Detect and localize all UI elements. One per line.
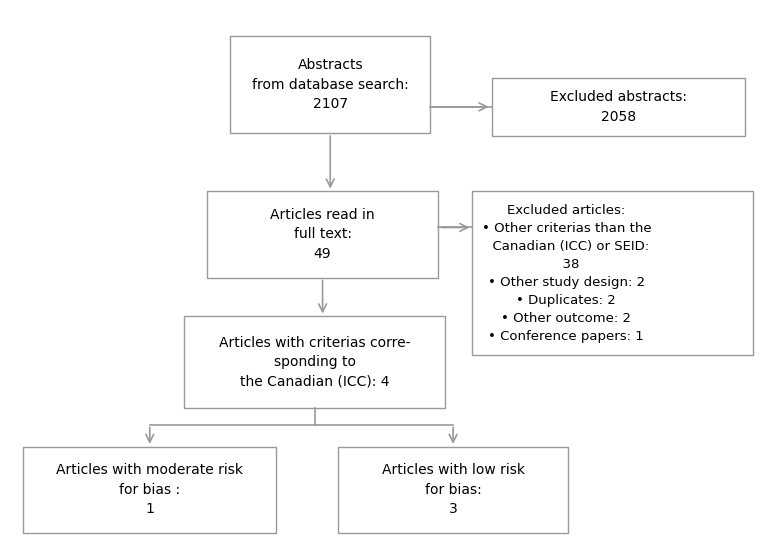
Text: Excluded abstracts:
2058: Excluded abstracts: 2058 bbox=[550, 90, 687, 124]
Text: Articles with moderate risk
for bias :
1: Articles with moderate risk for bias : 1 bbox=[56, 463, 243, 516]
Text: Abstracts
from database search:
2107: Abstracts from database search: 2107 bbox=[252, 58, 409, 111]
FancyBboxPatch shape bbox=[230, 36, 430, 133]
Text: Excluded articles:
• Other criterias than the
  Canadian (ICC) or SEID:
  38
• O: Excluded articles: • Other criterias tha… bbox=[482, 204, 651, 343]
FancyBboxPatch shape bbox=[338, 447, 568, 533]
FancyBboxPatch shape bbox=[207, 191, 438, 278]
FancyBboxPatch shape bbox=[492, 78, 745, 136]
FancyBboxPatch shape bbox=[472, 191, 753, 355]
Text: Articles with low risk
for bias:
3: Articles with low risk for bias: 3 bbox=[382, 463, 525, 516]
Text: Articles read in
full text:
49: Articles read in full text: 49 bbox=[270, 208, 375, 261]
FancyBboxPatch shape bbox=[184, 316, 445, 408]
FancyBboxPatch shape bbox=[23, 447, 276, 533]
Text: Articles with criterias corre-
sponding to
the Canadian (ICC): 4: Articles with criterias corre- sponding … bbox=[219, 336, 411, 388]
